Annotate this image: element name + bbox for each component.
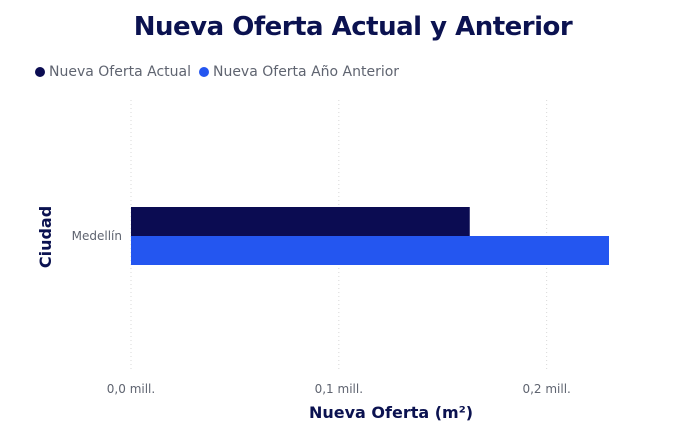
legend-item-anterior[interactable]: Nueva Oferta Año Anterior bbox=[198, 64, 400, 80]
chart-title: Nueva Oferta Actual y Anterior bbox=[133, 12, 573, 42]
legend: Nueva Oferta Actual Nueva Oferta Año Ant… bbox=[35, 64, 407, 80]
legend-swatch-anterior bbox=[198, 67, 209, 77]
y-tick-label-0: Medellín bbox=[72, 229, 122, 243]
y-tick-labels: Medellín bbox=[72, 229, 122, 243]
legend-item-actual[interactable]: Nueva Oferta Actual bbox=[35, 64, 191, 80]
legend-swatch-actual bbox=[35, 67, 45, 77]
x-tick-label-0: 0,0 mill. bbox=[107, 382, 155, 396]
y-axis-title: Ciudad bbox=[36, 206, 55, 268]
bar-anterior-0[interactable] bbox=[131, 236, 609, 265]
x-tick-label-2: 0,2 mill. bbox=[522, 382, 570, 396]
x-tick-labels: 0,0 mill. 0,1 mill. 0,2 mill. bbox=[107, 382, 571, 396]
x-axis-title: Nueva Oferta (m²) bbox=[309, 403, 473, 422]
bars bbox=[131, 207, 609, 265]
legend-label-actual: Nueva Oferta Actual bbox=[49, 64, 191, 80]
legend-label-anterior: Nueva Oferta Año Anterior bbox=[212, 64, 400, 80]
x-tick-label-1: 0,1 mill. bbox=[315, 382, 363, 396]
bar-actual-0[interactable] bbox=[131, 207, 470, 236]
